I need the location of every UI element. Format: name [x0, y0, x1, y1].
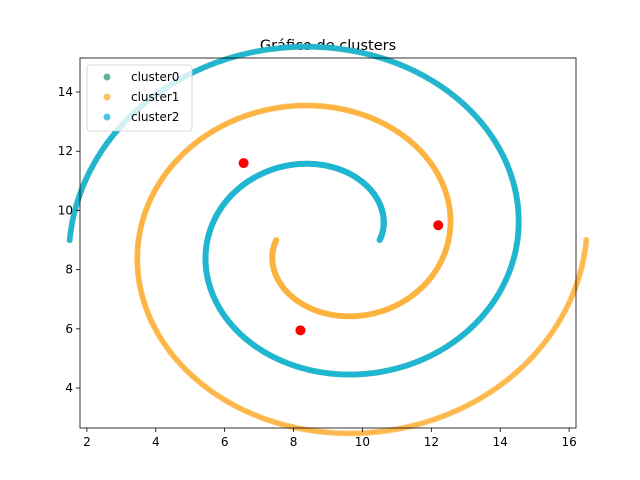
legend-marker	[103, 93, 111, 101]
data-point	[66, 237, 73, 244]
legend-marker	[103, 113, 111, 121]
x-tick-label: 2	[83, 435, 91, 449]
centroid-point	[295, 325, 306, 336]
x-axis: 2 4 6 8 10 12 14 16	[83, 428, 577, 449]
legend-label: cluster1	[131, 90, 179, 104]
legend-entries: cluster0 cluster1 cluster2	[103, 70, 179, 124]
x-tick-label: 4	[152, 435, 160, 449]
centroid-point	[238, 158, 249, 169]
y-tick-label: 8	[65, 263, 73, 277]
y-tick-label: 6	[65, 322, 73, 336]
x-tick-label: 8	[290, 435, 298, 449]
x-tick-label: 16	[561, 435, 576, 449]
legend: cluster0 cluster1 cluster2	[86, 64, 193, 132]
y-tick-label: 10	[58, 203, 73, 217]
series-cluster2	[66, 43, 522, 378]
legend-label: cluster2	[131, 110, 179, 124]
x-tick-label: 10	[355, 435, 370, 449]
legend-box	[86, 64, 193, 132]
y-tick-label: 12	[58, 144, 73, 158]
data-point	[583, 237, 590, 244]
x-tick-label: 6	[221, 435, 229, 449]
centroid-layer	[238, 158, 444, 336]
y-axis: 4 6 8 10 12 14	[58, 85, 80, 395]
legend-marker	[103, 73, 111, 81]
y-tick-label: 4	[65, 381, 73, 395]
series-cluster1	[134, 102, 590, 437]
y-tick-label: 14	[58, 85, 73, 99]
centroid-point	[433, 220, 444, 231]
x-tick-label: 14	[493, 435, 508, 449]
plot-frame	[79, 57, 577, 429]
x-tick-label: 12	[424, 435, 439, 449]
legend-label: cluster0	[131, 70, 179, 84]
points-layer	[66, 43, 590, 437]
